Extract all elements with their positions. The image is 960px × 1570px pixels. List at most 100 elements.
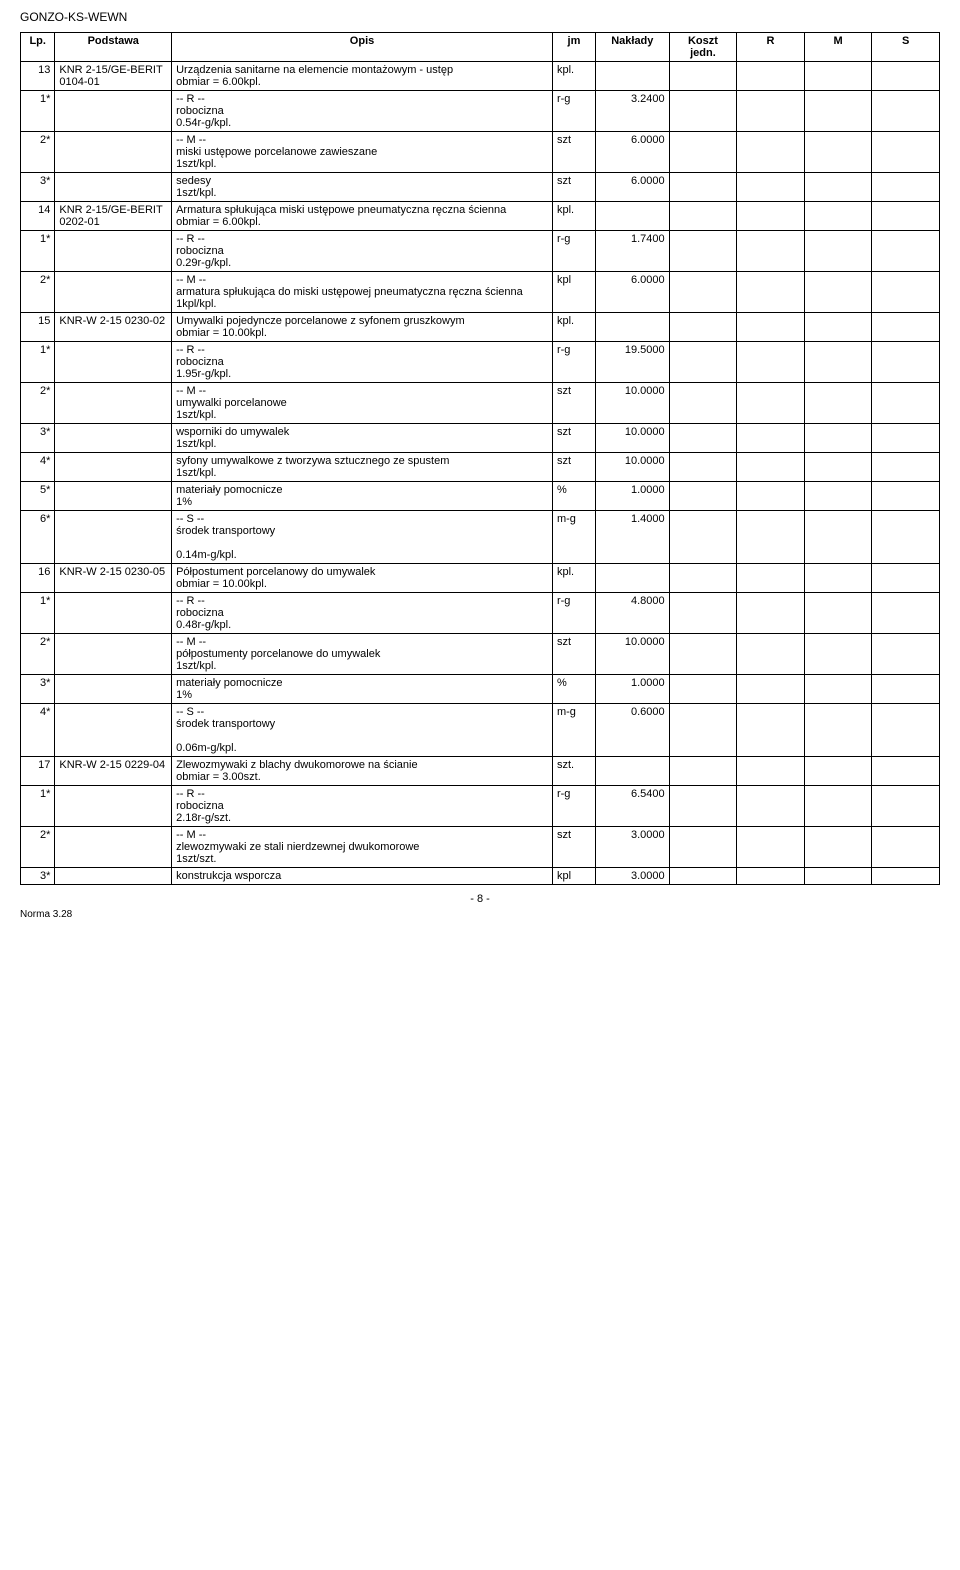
- cell-r: [737, 453, 805, 482]
- cell-lp: 1*: [21, 593, 55, 634]
- cell-koszt: [669, 593, 737, 634]
- cell-koszt: [669, 91, 737, 132]
- cell-s: [872, 91, 940, 132]
- cell-naklady: [595, 202, 669, 231]
- cell-podstawa: [55, 675, 172, 704]
- cell-s: [872, 62, 940, 91]
- cell-m: [804, 827, 872, 868]
- cell-opis: sedesy 1szt/kpl.: [172, 173, 553, 202]
- cell-podstawa: [55, 453, 172, 482]
- cell-opis: Umywalki pojedyncze porcelanowe z syfone…: [172, 313, 553, 342]
- cell-jm: r-g: [552, 91, 595, 132]
- table-row: 1*-- R -- robocizna 0.48r-g/kpl.r-g4.800…: [21, 593, 940, 634]
- cell-r: [737, 868, 805, 885]
- cell-m: [804, 91, 872, 132]
- cell-jm: r-g: [552, 593, 595, 634]
- cell-podstawa: KNR 2-15/GE-BERIT 0202-01: [55, 202, 172, 231]
- cell-lp: 1*: [21, 91, 55, 132]
- cell-opis: syfony umywalkowe z tworzywa sztucznego …: [172, 453, 553, 482]
- cell-lp: 2*: [21, 827, 55, 868]
- cell-jm: kpl.: [552, 313, 595, 342]
- cell-naklady: 6.5400: [595, 786, 669, 827]
- table-row: 2*-- M -- półpostumenty porcelanowe do u…: [21, 634, 940, 675]
- cell-r: [737, 132, 805, 173]
- cell-s: [872, 511, 940, 564]
- cell-lp: 13: [21, 62, 55, 91]
- cell-lp: 6*: [21, 511, 55, 564]
- col-opis: Opis: [172, 33, 553, 62]
- cell-podstawa: [55, 342, 172, 383]
- cell-koszt: [669, 272, 737, 313]
- cell-s: [872, 453, 940, 482]
- table-row: 14KNR 2-15/GE-BERIT 0202-01Armatura spłu…: [21, 202, 940, 231]
- cell-jm: kpl: [552, 272, 595, 313]
- cell-koszt: [669, 313, 737, 342]
- cell-lp: 3*: [21, 173, 55, 202]
- cell-opis: -- R -- robocizna 0.54r-g/kpl.: [172, 91, 553, 132]
- cell-m: [804, 202, 872, 231]
- cell-r: [737, 634, 805, 675]
- col-m: M: [804, 33, 872, 62]
- cell-m: [804, 482, 872, 511]
- cell-opis: konstrukcja wsporcza: [172, 868, 553, 885]
- cell-opis: -- M -- umywalki porcelanowe 1szt/kpl.: [172, 383, 553, 424]
- cell-m: [804, 675, 872, 704]
- cell-koszt: [669, 564, 737, 593]
- cell-jm: kpl.: [552, 202, 595, 231]
- cell-s: [872, 173, 940, 202]
- table-row: 3*sedesy 1szt/kpl.szt6.0000: [21, 173, 940, 202]
- cell-koszt: [669, 202, 737, 231]
- table-body: 13KNR 2-15/GE-BERIT 0104-01Urządzenia sa…: [21, 62, 940, 885]
- cell-koszt: [669, 704, 737, 757]
- cell-m: [804, 173, 872, 202]
- cell-naklady: [595, 313, 669, 342]
- cell-r: [737, 62, 805, 91]
- cell-r: [737, 272, 805, 313]
- table-header-row: Lp. Podstawa Opis jm Nakłady Koszt jedn.…: [21, 33, 940, 62]
- cell-opis: -- M -- armatura spłukująca do miski ust…: [172, 272, 553, 313]
- cell-lp: 3*: [21, 424, 55, 453]
- cell-r: [737, 231, 805, 272]
- cell-naklady: 6.0000: [595, 272, 669, 313]
- cell-m: [804, 564, 872, 593]
- cell-s: [872, 132, 940, 173]
- cell-podstawa: KNR-W 2-15 0230-05: [55, 564, 172, 593]
- cell-jm: szt: [552, 424, 595, 453]
- cell-opis: materiały pomocnicze 1%: [172, 675, 553, 704]
- cell-m: [804, 453, 872, 482]
- cell-lp: 16: [21, 564, 55, 593]
- cell-m: [804, 593, 872, 634]
- cell-podstawa: [55, 383, 172, 424]
- cell-m: [804, 231, 872, 272]
- cell-koszt: [669, 231, 737, 272]
- cell-s: [872, 313, 940, 342]
- cell-opis: -- R -- robocizna 0.48r-g/kpl.: [172, 593, 553, 634]
- cell-koszt: [669, 482, 737, 511]
- cell-r: [737, 313, 805, 342]
- cell-m: [804, 704, 872, 757]
- cell-s: [872, 704, 940, 757]
- table-row: 2*-- M -- umywalki porcelanowe 1szt/kpl.…: [21, 383, 940, 424]
- cell-s: [872, 202, 940, 231]
- cell-koszt: [669, 786, 737, 827]
- cell-lp: 15: [21, 313, 55, 342]
- cell-koszt: [669, 511, 737, 564]
- cell-m: [804, 132, 872, 173]
- cell-jm: m-g: [552, 511, 595, 564]
- cell-m: [804, 62, 872, 91]
- cell-naklady: 19.5000: [595, 342, 669, 383]
- cell-jm: r-g: [552, 231, 595, 272]
- table-row: 13KNR 2-15/GE-BERIT 0104-01Urządzenia sa…: [21, 62, 940, 91]
- cell-r: [737, 173, 805, 202]
- cell-opis: -- S -- środek transportowy 0.14m-g/kpl.: [172, 511, 553, 564]
- cell-jm: kpl.: [552, 564, 595, 593]
- cell-s: [872, 424, 940, 453]
- cell-jm: szt: [552, 173, 595, 202]
- cell-r: [737, 564, 805, 593]
- cell-lp: 1*: [21, 342, 55, 383]
- cell-lp: 4*: [21, 453, 55, 482]
- cell-r: [737, 342, 805, 383]
- table-row: 4*-- S -- środek transportowy 0.06m-g/kp…: [21, 704, 940, 757]
- cell-m: [804, 511, 872, 564]
- cell-opis: -- M -- miski ustępowe porcelanowe zawie…: [172, 132, 553, 173]
